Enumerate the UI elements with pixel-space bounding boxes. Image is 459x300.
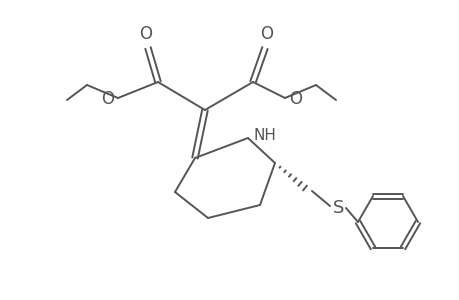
Text: O: O xyxy=(139,25,152,43)
Text: O: O xyxy=(260,25,273,43)
Text: NH: NH xyxy=(253,128,276,143)
Text: O: O xyxy=(288,90,302,108)
Text: S: S xyxy=(333,199,344,217)
Text: O: O xyxy=(101,90,114,108)
